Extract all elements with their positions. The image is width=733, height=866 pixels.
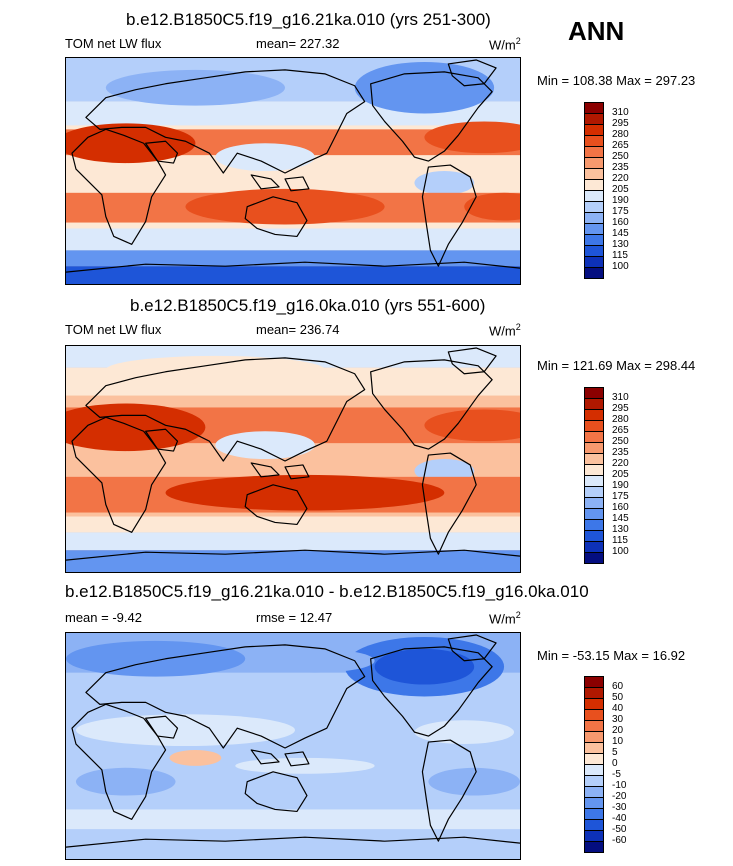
colorbar-tick-label: 115 <box>612 250 628 261</box>
colorbar-swatch <box>584 841 604 853</box>
panel-1-min-max: Min = 108.38 Max = 297.23 <box>537 73 696 88</box>
colorbar-tick-label: -10 <box>612 780 627 791</box>
panel-2-variable-label: TOM net LW flux <box>65 322 162 337</box>
colorbar-tick-label: -30 <box>612 802 627 813</box>
colorbar-tick-label: 280 <box>612 129 629 140</box>
colorbar-tick-label: 205 <box>612 469 629 480</box>
colorbar-swatch <box>584 267 604 279</box>
colorbar-tick-label: 0 <box>612 758 618 769</box>
colorbar-tick-label: 145 <box>612 228 629 239</box>
colorbar-tick-label: 130 <box>612 239 629 250</box>
colorbar-tick-label: 160 <box>612 217 629 228</box>
colorbar-tick-label: -20 <box>612 791 627 802</box>
colorbar-tick-label: 220 <box>612 458 629 469</box>
colorbar-tick-label: 50 <box>612 692 624 703</box>
panel-1-units: W/m2 <box>489 36 521 53</box>
panel-3-colorbar: 60 50 40 30 20 10 5 0 -5 -10 -20 -30 -40 -50 -60 <box>584 676 626 853</box>
panel-3-rmse-label: rmse = 12.47 <box>256 610 333 625</box>
panel-1-variable-label: TOM net LW flux <box>65 36 162 51</box>
colorbar-tick-label: 310 <box>612 107 629 118</box>
panel-2-units: W/m2 <box>489 322 521 339</box>
colorbar-tick-label: 10 <box>612 736 624 747</box>
colorbar-tick-label: 220 <box>612 173 629 184</box>
panel-3-mean-label: mean = -9.42 <box>65 610 142 625</box>
panel-3-map <box>65 632 521 860</box>
colorbar-tick-label: 100 <box>612 261 629 272</box>
colorbar-tick-label: 175 <box>612 491 629 502</box>
colorbar-tick-label: 5 <box>612 747 618 758</box>
colorbar-tick-label: 280 <box>612 414 629 425</box>
colorbar-tick-label: 115 <box>612 535 628 546</box>
panel-1-title: b.e12.B1850C5.f19_g16.21ka.010 (yrs 251-… <box>126 10 491 29</box>
colorbar-swatch <box>584 552 604 564</box>
colorbar-tick-label: 295 <box>612 403 629 414</box>
colorbar-tick-label: 60 <box>612 681 624 692</box>
colorbar-tick-label: 145 <box>612 513 629 524</box>
season-label: ANN <box>568 16 625 46</box>
colorbar-tick-label: 20 <box>612 725 624 736</box>
colorbar-tick-label: 205 <box>612 184 629 195</box>
panel-2-colorbar: 310 295 280 265 250 235 220 205 190 175 160 145 130 1… <box>584 387 629 564</box>
colorbar-tick-label: 250 <box>612 151 629 162</box>
colorbar-tick-label: -40 <box>612 813 627 824</box>
colorbar-tick-label: 295 <box>612 118 629 129</box>
colorbar-tick-label: 190 <box>612 480 629 491</box>
colorbar-tick-label: 40 <box>612 703 624 714</box>
colorbar-tick-label: 190 <box>612 195 629 206</box>
panel-2-mean-label: mean= 236.74 <box>256 322 340 337</box>
panel-3-title: b.e12.B1850C5.f19_g16.21ka.010 - b.e12.B… <box>65 582 589 601</box>
panel-1-colorbar: 310 295 280 265 250 235 220 205 190 175 160 145 130 1… <box>584 102 629 279</box>
panel-2-map <box>65 345 521 573</box>
colorbar-tick-label: -5 <box>612 769 621 780</box>
colorbar-tick-label: 175 <box>612 206 629 217</box>
colorbar-tick-label: 250 <box>612 436 629 447</box>
colorbar-tick-label: 160 <box>612 502 629 513</box>
colorbar-tick-label: 265 <box>612 425 629 436</box>
colorbar-tick-label: 265 <box>612 140 629 151</box>
colorbar-tick-label: 130 <box>612 524 629 535</box>
panel-2-title: b.e12.B1850C5.f19_g16.0ka.010 (yrs 551-6… <box>130 296 486 315</box>
colorbar-tick-label: 310 <box>612 392 629 403</box>
colorbar-tick-label: 30 <box>612 714 624 725</box>
colorbar-tick-label: 235 <box>612 447 629 458</box>
colorbar-tick-label: 100 <box>612 546 629 557</box>
colorbar-tick-label: -50 <box>612 824 627 835</box>
panel-2-min-max: Min = 121.69 Max = 298.44 <box>537 358 696 373</box>
panel-1-map <box>65 57 521 285</box>
colorbar-tick-label: 235 <box>612 162 629 173</box>
panel-3-units: W/m2 <box>489 610 521 627</box>
colorbar-tick-label: -60 <box>612 835 627 846</box>
panel-3-min-max: Min = -53.15 Max = 16.92 <box>537 648 686 663</box>
panel-1-mean-label: mean= 227.32 <box>256 36 340 51</box>
